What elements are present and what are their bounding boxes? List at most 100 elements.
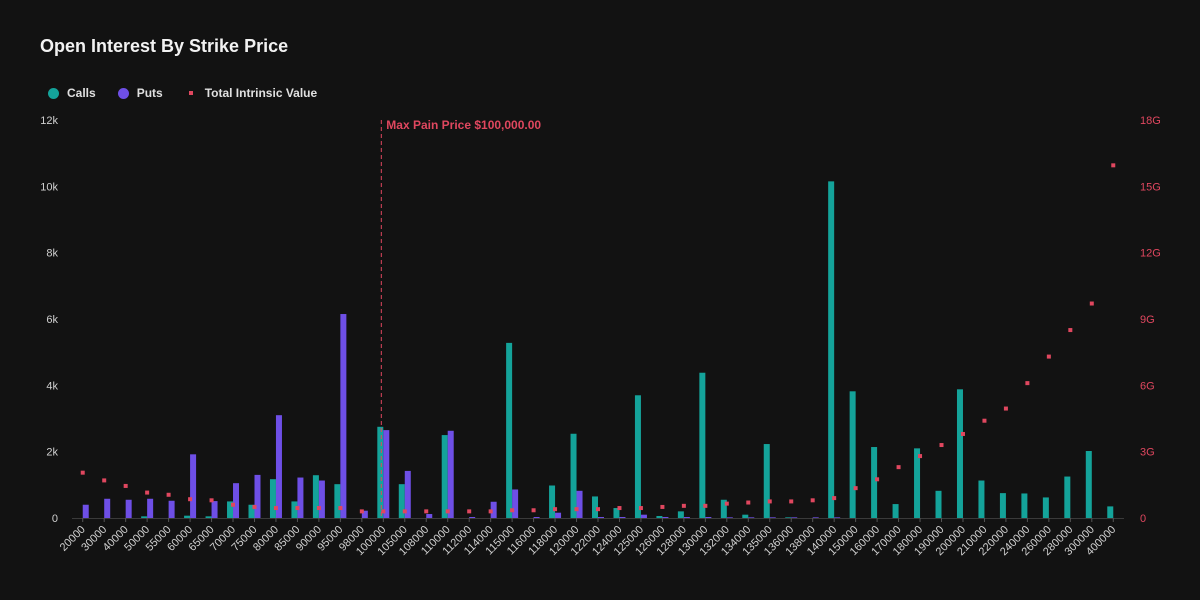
y2-tick-label: 18G [1140, 115, 1161, 127]
puts-bar [426, 514, 433, 518]
puts-bar [683, 517, 690, 518]
puts-bar [769, 517, 776, 518]
calls-bar [1085, 451, 1092, 518]
tiv-point [123, 483, 128, 488]
tiv-point [467, 509, 472, 514]
chart-title: Open Interest By Strike Price [40, 36, 289, 56]
legend-item-puts[interactable]: Puts [117, 86, 163, 100]
tiv-point [102, 478, 107, 483]
tiv-point [80, 470, 85, 475]
puts-bar [190, 454, 197, 518]
tiv-point [531, 508, 536, 513]
tiv-point [853, 486, 858, 491]
calls-bar [871, 447, 878, 518]
calls-bar [699, 372, 706, 518]
y-tick-label: 0 [52, 513, 58, 525]
calls-bar [1107, 506, 1114, 518]
legend-item-calls[interactable]: Calls [48, 86, 96, 100]
tiv-point [1089, 301, 1094, 306]
calls-bar [999, 493, 1006, 518]
puts-bar [82, 504, 89, 518]
tiv-point [209, 498, 214, 503]
calls-bar [269, 479, 276, 518]
tiv-point [1025, 381, 1030, 386]
tiv-point [918, 454, 923, 459]
puts-bar [404, 470, 411, 518]
puts-bar [469, 517, 476, 518]
calls-bar [549, 485, 556, 518]
legend-label-calls: Calls [67, 86, 96, 100]
tiv-point [359, 509, 364, 514]
tiv-point [596, 507, 600, 512]
puts-bar [168, 500, 175, 518]
puts-bar [254, 474, 261, 518]
puts-bar [555, 512, 562, 518]
tiv-point [338, 506, 343, 511]
puts-bar [640, 514, 647, 518]
tiv-point [660, 504, 665, 509]
tiv-point [1046, 354, 1051, 359]
calls-bar [570, 433, 577, 518]
puts-bar [533, 517, 540, 518]
tiv-point [767, 499, 772, 504]
tiv-point [231, 502, 236, 507]
tiv-point [488, 509, 493, 514]
puts-bar [447, 430, 454, 518]
calls-bar [935, 490, 942, 518]
legend: Calls Puts Total Intrinsic Value [48, 86, 317, 100]
puts-bar [104, 498, 111, 518]
legend-label-puts: Puts [136, 86, 163, 100]
calls-bar [634, 395, 641, 518]
calls-bar [141, 516, 148, 518]
calls-bar [398, 484, 405, 518]
puts-bar [598, 517, 604, 518]
calls-bar [1042, 497, 1049, 518]
calls-bar [334, 484, 341, 518]
calls-bar [506, 342, 513, 518]
tiv-point [1111, 163, 1116, 168]
tiv-point [424, 509, 429, 514]
puts-bar [125, 499, 132, 518]
calls-bar [892, 504, 899, 518]
tiv-point [832, 496, 837, 501]
calls-bar [291, 501, 298, 518]
puts-bar [275, 415, 282, 518]
tiv-point [982, 418, 987, 423]
tiv-point [810, 498, 815, 503]
tiv-point [724, 501, 729, 506]
calls-bar [441, 435, 448, 518]
calls-bar [978, 480, 985, 518]
legend-item-tiv[interactable]: Total Intrinsic Value [185, 86, 317, 100]
puts-bar [297, 477, 304, 518]
tiv-point [574, 507, 579, 512]
puts-bar [791, 517, 798, 518]
y-tick-label: 12k [40, 115, 58, 127]
tiv-point [681, 503, 686, 508]
tiv-point [1003, 406, 1008, 411]
tiv-point [896, 465, 901, 470]
puts-bar [834, 517, 841, 518]
calls-bar [592, 496, 598, 518]
calls-bar [377, 426, 384, 518]
y2-tick-label: 12G [1140, 248, 1161, 260]
puts-bar [340, 314, 347, 518]
tiv-point [960, 431, 965, 436]
puts-bar [748, 517, 755, 518]
y2-tick-label: 3G [1140, 447, 1155, 459]
tiv-point [789, 499, 794, 504]
calls-bar [656, 516, 663, 518]
puts-bar [383, 430, 390, 518]
tiv-point [273, 506, 278, 511]
calls-bar [914, 448, 921, 518]
y-tick-label: 6k [46, 314, 58, 326]
y-tick-label: 2k [46, 447, 58, 459]
puts-bar [662, 517, 669, 518]
y2-tick-label: 9G [1140, 314, 1155, 326]
tiv-point [166, 492, 171, 497]
calls-bar [613, 508, 620, 518]
tiv-point [875, 477, 880, 482]
calls-bar [720, 499, 727, 518]
calls-bar [828, 181, 835, 518]
calls-bar [184, 515, 191, 518]
